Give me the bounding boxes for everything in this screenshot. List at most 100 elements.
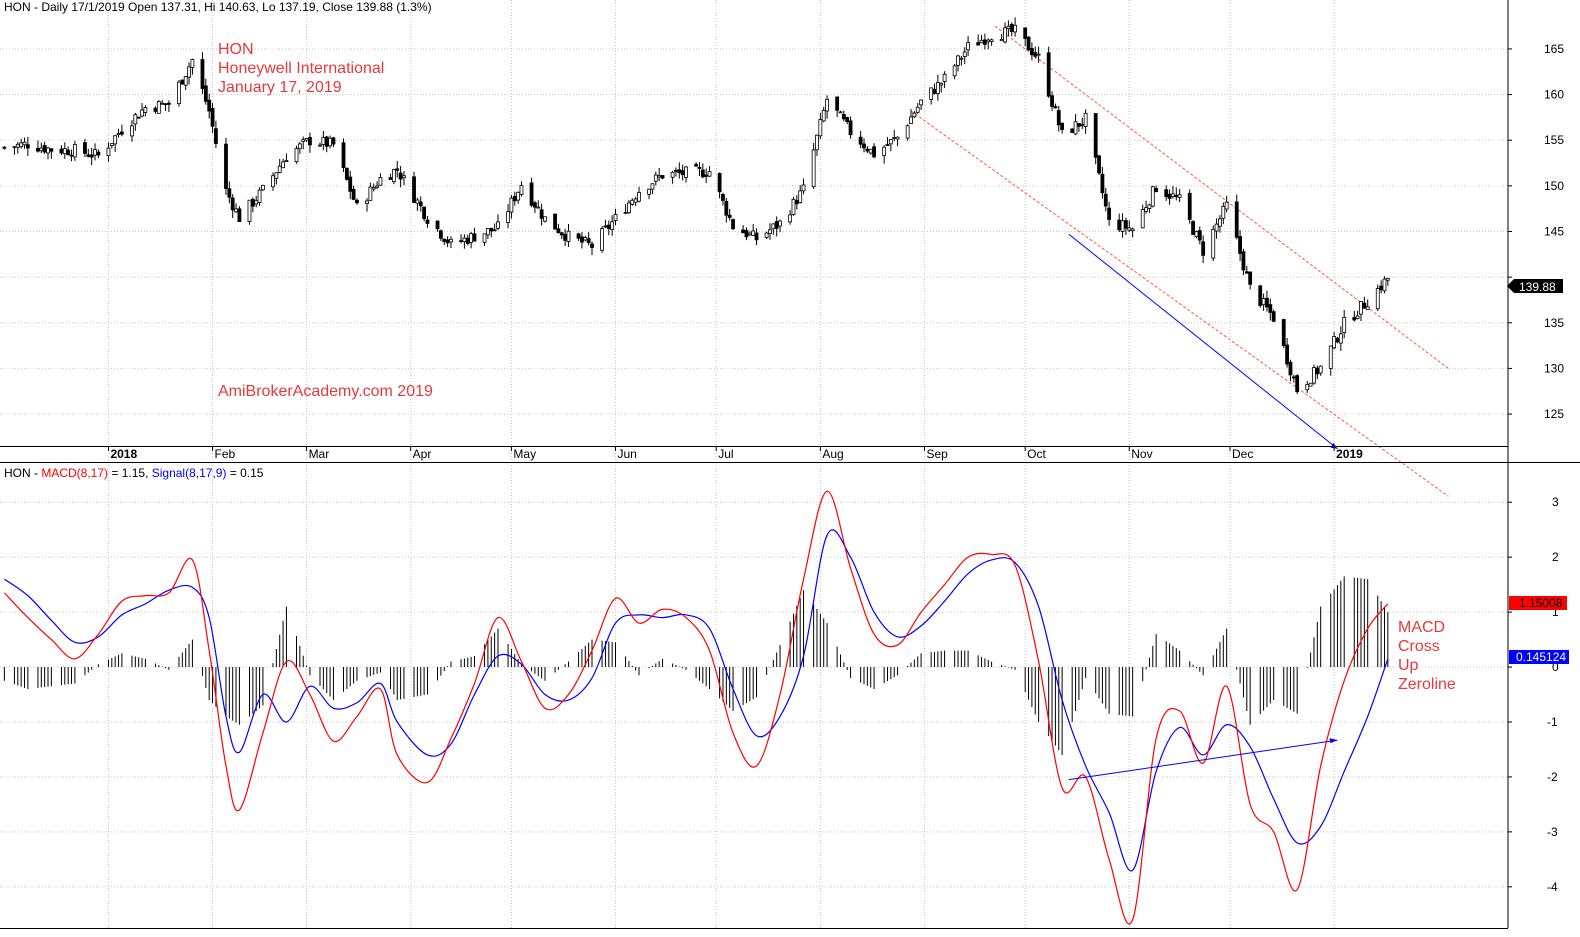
candle-up	[1147, 204, 1152, 209]
candle-down	[1271, 311, 1276, 322]
candle-down	[674, 169, 678, 172]
candle-down	[1124, 220, 1128, 229]
candle-down	[224, 143, 228, 189]
candle-down	[559, 232, 564, 236]
candle-up	[825, 98, 829, 112]
candle-down	[1077, 123, 1081, 127]
candle-down	[982, 39, 987, 45]
candle-up	[623, 212, 628, 214]
last-close-tag: 139.88	[1507, 279, 1563, 294]
candle-up	[496, 221, 500, 229]
candle-down	[1117, 219, 1122, 231]
candle-down	[553, 213, 557, 230]
candle-down	[1191, 221, 1195, 235]
candle-up	[838, 111, 843, 114]
macd-tick-label: 1	[1552, 605, 1559, 619]
candle-up	[956, 55, 960, 66]
signal-header-value: = 0.15	[226, 466, 263, 480]
candle-up	[919, 99, 923, 106]
candle-down	[845, 117, 850, 122]
candle-up	[1006, 25, 1011, 29]
candle-down	[69, 154, 74, 157]
candle-up	[402, 175, 406, 179]
candle-up	[929, 87, 934, 100]
candle-down	[835, 96, 840, 111]
candle-up	[637, 192, 641, 202]
candle-up	[1375, 288, 1380, 310]
candle-down	[1291, 376, 1296, 379]
macd-value-label: 1.15008	[1519, 596, 1563, 610]
candle-down	[1315, 367, 1320, 375]
candle-down	[465, 237, 470, 244]
candle-up	[297, 143, 302, 150]
candle-down	[529, 182, 534, 206]
candle-down	[865, 148, 870, 152]
candle-down	[42, 144, 47, 153]
candle-down	[1093, 113, 1098, 158]
candle-up	[566, 230, 571, 242]
candle-down	[1009, 23, 1014, 32]
candle-down	[89, 154, 94, 158]
price-tick-label: 155	[1544, 133, 1564, 147]
ticker-annotation: HON	[218, 41, 254, 58]
candle-up	[304, 138, 309, 141]
candle-down	[744, 229, 749, 238]
candle-up	[516, 191, 521, 201]
candle-down	[331, 137, 336, 145]
candle-up	[261, 184, 265, 191]
candle-up	[1218, 218, 1222, 227]
macd-divergence-arrowhead	[1329, 738, 1338, 744]
candle-down	[36, 147, 40, 152]
candle-down	[700, 169, 705, 178]
candle-down	[1248, 271, 1253, 285]
candle-down	[1197, 230, 1202, 241]
candle-up	[106, 147, 111, 157]
candle-up	[999, 39, 1004, 42]
candle-down	[976, 42, 981, 46]
candle-up	[818, 119, 823, 137]
candle-down	[754, 232, 759, 241]
candle-up	[959, 57, 964, 60]
candle-up	[986, 39, 991, 43]
candle-down	[563, 234, 568, 241]
candle-up	[1312, 367, 1316, 384]
candle-up	[1318, 365, 1323, 374]
candle-up	[1036, 53, 1041, 56]
candle-down	[680, 170, 685, 176]
candle-down	[1265, 297, 1269, 308]
candle-down	[717, 173, 722, 193]
candle-down	[794, 200, 799, 205]
price-tick-label: 165	[1544, 42, 1564, 56]
trend-lines	[910, 25, 1449, 497]
candle-down	[1167, 193, 1172, 199]
candle-down	[1103, 193, 1108, 207]
candle-up	[653, 174, 658, 182]
candle-down	[435, 220, 440, 230]
signal-header-label: Signal(8,17,9)	[152, 466, 227, 480]
candle-up	[1144, 207, 1148, 212]
channel-upper	[994, 25, 1449, 369]
candle-up	[670, 171, 675, 178]
candle-down	[932, 88, 937, 94]
candle-up	[187, 66, 191, 78]
candle-down	[1285, 344, 1290, 365]
candle-up	[109, 143, 114, 146]
month-label: Aug	[822, 447, 843, 461]
candle-down	[721, 194, 725, 201]
candle-up	[1332, 336, 1337, 349]
candle-up	[768, 229, 772, 234]
candle-down	[2, 146, 7, 149]
candle-down	[227, 188, 232, 198]
grid-layer	[0, 0, 1508, 928]
candle-down	[1053, 106, 1058, 109]
candle-down	[230, 197, 235, 211]
candle-down	[741, 229, 746, 234]
candle-down	[586, 238, 591, 243]
candle-up	[1214, 223, 1219, 232]
candle-up	[583, 237, 588, 241]
candle-down	[200, 59, 205, 89]
candle-up	[935, 82, 940, 94]
candle-up	[952, 65, 957, 77]
candle-up	[939, 82, 944, 86]
candle-up	[284, 160, 289, 162]
